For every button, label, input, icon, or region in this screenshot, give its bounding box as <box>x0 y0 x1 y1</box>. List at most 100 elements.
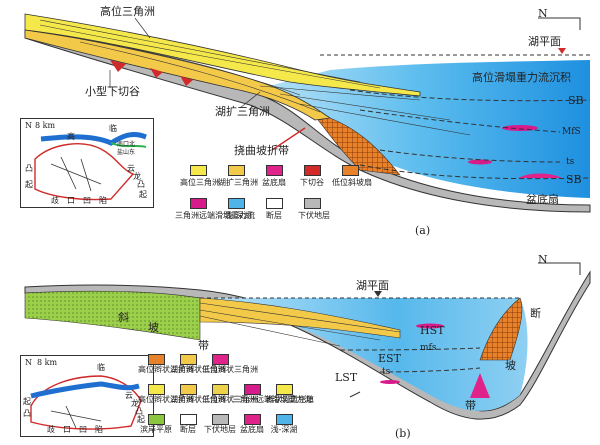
legend-swatch <box>244 414 261 425</box>
legend-swatch <box>266 165 283 176</box>
legend-label: 低位辫状三角洲 <box>202 365 258 374</box>
slope-label: 带 <box>198 339 209 352</box>
legend-label: 下伏地层 <box>298 211 330 220</box>
lake-level-marker-b <box>374 291 382 297</box>
legend-label: 低位斜坡扇 <box>332 178 372 187</box>
lake-level-marker-a <box>558 48 566 54</box>
slump-a-2 <box>468 159 492 165</box>
fault-fan-b <box>479 297 523 361</box>
inset-map-b: N 8 km 临 起 凸 歧 口 凹 陷 云 龙 凸 起 <box>20 355 154 437</box>
sb-bottom-label: SB <box>566 173 582 186</box>
map-place: 陷 <box>95 425 103 434</box>
lake-level-label-b: 湖平面 <box>356 279 389 292</box>
basin-fan-a <box>518 173 562 178</box>
tst-delta-label: 湖扩三角洲 <box>215 105 270 118</box>
legend-label: 高位辫状三角洲 <box>138 365 194 374</box>
mfs-line <box>359 109 561 133</box>
legend-swatch <box>148 384 165 395</box>
legend-label: 三角洲远端滑塌重力流 <box>232 395 312 404</box>
legend-label: 湖扩辫状三角洲 <box>170 365 226 374</box>
mfs-line-b <box>339 347 481 351</box>
legend-label: 低位辫状三角洲 <box>202 395 258 404</box>
legend-swatch <box>212 414 229 425</box>
legend-swatch <box>244 384 261 395</box>
incised-valley-3 <box>180 76 193 86</box>
map-place: 龙 <box>131 399 139 408</box>
legend-label: 高位辫状三角洲 <box>138 395 194 404</box>
hst-delta-label: 高位三角洲 <box>100 5 155 18</box>
map-place: 凸 <box>23 409 31 418</box>
mfs-label-b: mfs <box>420 343 437 353</box>
hst-label: HST <box>420 324 445 337</box>
map-place: 凹 <box>79 425 87 434</box>
map-place: 龙 <box>133 172 141 181</box>
sb-top-label: SB <box>568 94 584 107</box>
legend-label: 断层 <box>266 211 282 220</box>
coastal-plain-b <box>24 290 201 341</box>
fault-label: 带 <box>465 399 476 412</box>
braided-delta-b <box>199 297 401 339</box>
caption-b: (b) <box>395 427 411 440</box>
legend-label: 湖扩辫状三角洲 <box>170 395 226 404</box>
flexure-belt-label: 挠曲坡折带 <box>234 144 289 157</box>
map-place: 起 <box>23 397 31 406</box>
legend-label: 辫状河道充填 <box>266 395 314 404</box>
map-place: 起 <box>137 415 145 424</box>
legend-swatch <box>228 165 245 176</box>
lake-a <box>250 60 590 198</box>
sb-line-bottom <box>359 164 591 180</box>
slump-b-2 <box>380 380 400 384</box>
legend-swatch <box>190 198 207 209</box>
legend-label: 三角洲远端滑塌重力流 <box>175 211 255 220</box>
legend-swatch <box>228 198 245 209</box>
basin-fan-b <box>470 373 490 398</box>
legend-swatch <box>212 384 229 395</box>
legend-swatch <box>342 165 359 176</box>
map-place: 凸 <box>25 164 33 173</box>
map-place: 起 <box>25 180 33 189</box>
legend-swatch <box>304 198 321 209</box>
legend-label: 盆底扇 <box>262 178 286 187</box>
map-place: 高 <box>67 132 75 141</box>
hst-delta-wedge <box>24 13 421 97</box>
legend-label: 湖扩三角洲 <box>218 178 258 187</box>
lst-label: LST <box>335 371 358 384</box>
legend-swatch <box>148 414 165 425</box>
map-place: 口 <box>63 425 71 434</box>
map-place: 南口北 <box>117 141 136 148</box>
legend-label: 盆底扇 <box>240 425 264 434</box>
est-label: EST <box>378 352 401 365</box>
north-label-b: N <box>538 253 548 266</box>
map-place: 陷 <box>99 196 107 205</box>
slope-label: 坡 <box>148 321 159 334</box>
map-place: 歧 <box>51 196 59 205</box>
legend-label: 滨岸平原 <box>140 425 172 434</box>
north-arrow-a <box>538 17 581 30</box>
slump-deposit-label: 高位滑塌重力流沉积 <box>472 71 571 84</box>
legend-label: 下切谷 <box>300 178 324 187</box>
basin-fan-label: 盆底扇 <box>526 193 559 206</box>
map-place: 凸 <box>137 180 145 189</box>
legend-label: 断层 <box>180 425 196 434</box>
legend-swatch <box>148 354 165 365</box>
slope-label: 斜 <box>118 311 129 324</box>
flexure-arrow <box>271 127 306 151</box>
north-arrow-b <box>538 262 581 275</box>
tst-delta-wedge <box>24 29 332 121</box>
lake-level-label-a: 湖平面 <box>528 35 561 48</box>
map-place: 凸 <box>135 407 143 416</box>
map-place: 凹 <box>83 196 91 205</box>
legend-swatch <box>180 354 197 365</box>
mfs-label-a: MfS <box>562 127 581 137</box>
ts-line <box>379 149 561 163</box>
legend-swatch <box>266 198 283 209</box>
map-place: 盐山东 <box>117 149 136 156</box>
inset-map-a: N 8 km 高 临 南口北 盐山东 凸 起 云 龙 凸 起 歧 口 凹 陷 <box>20 118 154 208</box>
map-place: 临 <box>97 363 105 372</box>
ts-label-a: ts <box>566 157 575 167</box>
fault-label: 断 <box>530 307 541 320</box>
legend-swatch <box>190 165 207 176</box>
legend-swatch <box>180 384 197 395</box>
lake-b <box>200 298 528 411</box>
